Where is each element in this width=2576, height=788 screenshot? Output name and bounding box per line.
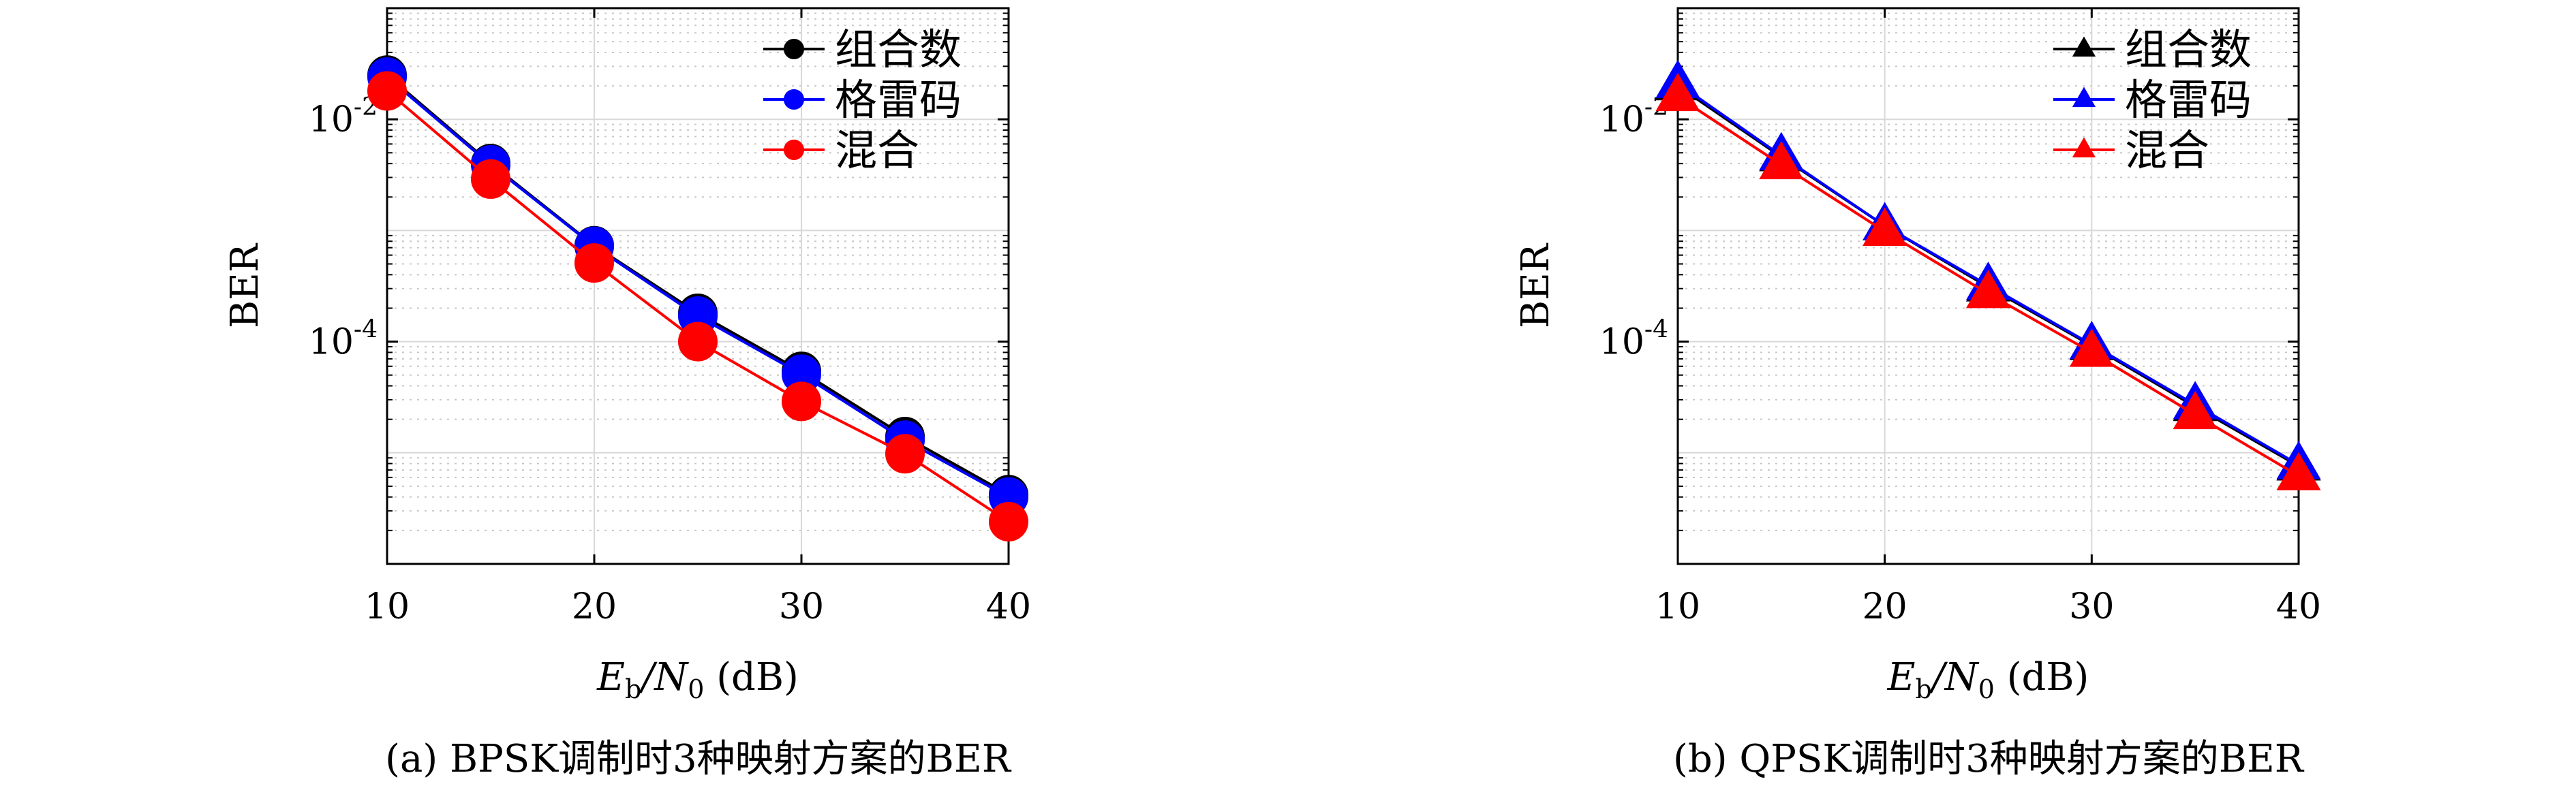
x-tick-label: 10: [365, 586, 410, 627]
x-tick-label: 40: [2276, 586, 2321, 627]
y-tick-label: 10-4: [1599, 316, 1668, 363]
y-tick-base: 10: [1599, 322, 1644, 363]
legend-marker: [784, 140, 804, 160]
legend-marker: [784, 39, 804, 59]
x-label-unit: (dB): [1995, 655, 2089, 699]
y-axis-label: BER: [223, 242, 267, 328]
data-point: [782, 381, 821, 422]
x-axis-ticks: 10 20 30 40: [365, 8, 1031, 627]
legend-label: 混合: [2125, 125, 2209, 175]
x-axis-ticks: 10 20 30 40: [1655, 8, 2321, 627]
x-tick-label: 20: [1862, 586, 1907, 627]
legend-marker: [2072, 86, 2096, 108]
x-label-sub-0: 0: [688, 674, 704, 704]
legend-label: 混合: [835, 125, 919, 175]
data-point: [885, 434, 925, 474]
series-2: [367, 71, 1028, 541]
legend-label: 格雷码: [835, 75, 962, 125]
y-tick-label: 10-2: [1599, 93, 1668, 140]
major-grid: [1678, 8, 2299, 564]
figure-caption: (a) BPSK调制时3种映射方案的BER: [385, 737, 1012, 781]
data-point: [678, 321, 718, 362]
legend-label: 组合数: [835, 25, 962, 74]
y-tick-label: 10-2: [309, 93, 378, 140]
data-point: [471, 159, 510, 199]
x-label-sub-0: 0: [1978, 674, 1995, 704]
legend-marker: [2072, 36, 2096, 57]
data-point: [2173, 390, 2218, 430]
data-point: [1862, 207, 1907, 247]
y-axis-label: BER: [1514, 242, 1558, 328]
x-label-n: /N: [1929, 655, 1980, 699]
y-tick-label: 10-4: [309, 316, 378, 363]
data-point: [367, 71, 407, 111]
x-tick-label: 40: [986, 586, 1031, 627]
x-label-e: E: [596, 655, 625, 699]
x-axis-label: Eb/N0 (dB): [1887, 655, 2089, 704]
y-tick-exponent: -4: [354, 316, 378, 344]
data-point: [2276, 452, 2321, 490]
legend-label: 组合数: [2125, 25, 2252, 74]
x-axis-label: Eb/N0 (dB): [596, 655, 799, 704]
data-point: [1655, 72, 1700, 112]
x-label-unit: (dB): [704, 655, 799, 699]
y-axis-ticks: 10-210-4: [309, 12, 1009, 531]
legend-label: 格雷码: [2125, 75, 2252, 125]
data-point: [1965, 270, 2011, 309]
legend-marker: [784, 89, 804, 110]
x-tick-label: 10: [1655, 586, 1700, 627]
x-tick-label: 20: [572, 586, 617, 627]
data-point: [2069, 328, 2114, 367]
data-point: [574, 243, 614, 283]
x-label-e: E: [1887, 655, 1916, 699]
y-tick-base: 10: [309, 322, 354, 363]
y-tick-exponent: -4: [1644, 316, 1668, 344]
series-2: [1655, 72, 2321, 490]
y-tick-base: 10: [1599, 99, 1644, 140]
legend-marker: [2072, 137, 2096, 158]
figure-caption: (b) QPSK调制时3种映射方案的BER: [1673, 737, 2305, 781]
data-point: [989, 501, 1028, 541]
data-point: [1759, 140, 1804, 180]
y-tick-base: 10: [309, 99, 354, 140]
axes-frame: [386, 7, 1010, 565]
x-tick-label: 30: [779, 586, 824, 627]
x-label-sub-b: b: [625, 674, 641, 704]
x-label-n: /N: [638, 655, 689, 699]
x-label-sub-b: b: [1916, 674, 1932, 704]
axes-frame: [1676, 7, 2300, 565]
x-tick-label: 30: [2069, 586, 2114, 627]
